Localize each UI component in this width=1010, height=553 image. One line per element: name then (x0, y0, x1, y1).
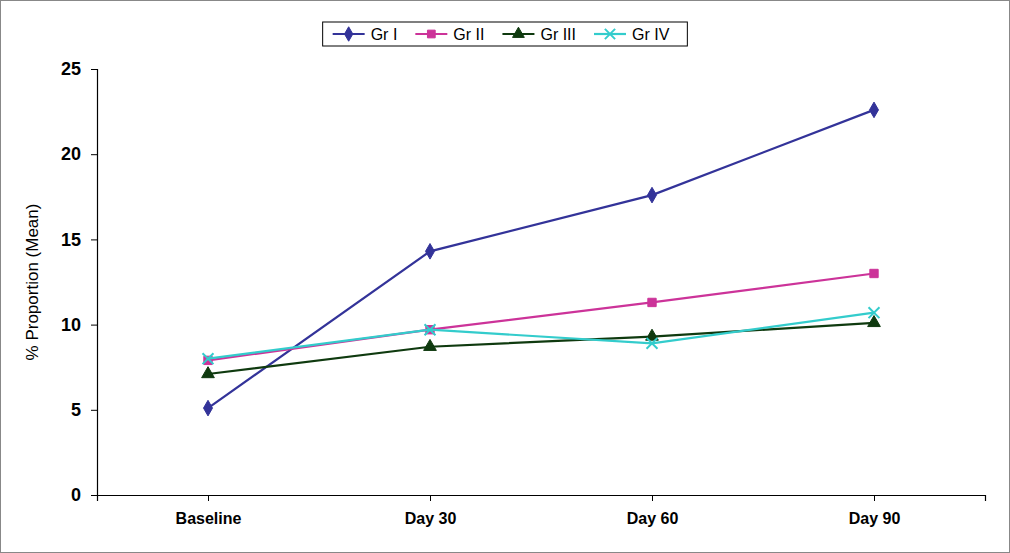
legend-marker (344, 27, 352, 41)
x-tick-label: Day 60 (627, 510, 679, 527)
x-axis-line (98, 496, 986, 502)
y-tick: 10 (61, 315, 97, 335)
legend-label: Gr IV (632, 26, 670, 43)
legend-marker (427, 30, 435, 38)
series-line (208, 313, 874, 359)
series-marker (426, 244, 435, 260)
y-tick-mark (91, 154, 97, 155)
x-tick-mark (430, 495, 431, 501)
legend-label: Gr I (371, 26, 398, 43)
x-axis: Baseline Day 30 Day 60 Day 90 (98, 495, 986, 527)
y-tick: 20 (61, 144, 97, 164)
series-marker (870, 269, 878, 277)
x-tick-mark (652, 495, 653, 501)
y-tick: 0 (71, 485, 97, 505)
frame (1, 1, 1010, 553)
x-tick-mark (208, 495, 209, 501)
series-marker (202, 367, 215, 378)
y-tick-label: 0 (71, 485, 81, 505)
y-tick-label: 20 (61, 144, 81, 164)
x-tick: Day 60 (627, 495, 679, 527)
y-tick-mark (91, 325, 97, 326)
legend-box (323, 22, 688, 46)
legend-label: Gr III (540, 26, 576, 43)
y-tick-label: 5 (71, 400, 81, 420)
legend-label: Gr II (453, 26, 484, 43)
x-tick: Day 30 (405, 495, 457, 527)
x-tick-label: Baseline (176, 510, 242, 527)
series-marker (204, 400, 213, 416)
y-tick-label: 10 (61, 315, 81, 335)
y-tick-label: 15 (61, 230, 81, 250)
y-axis-line (91, 70, 98, 496)
x-tick-mark (874, 495, 875, 501)
legend-marker (513, 27, 525, 37)
x-tick-label: Day 90 (849, 510, 901, 527)
series-marker (647, 338, 658, 349)
x-tick-label: Day 30 (405, 510, 457, 527)
chart: 0 5 10 15 20 25 Baseline Day 30 Day 60 Day 90 % Pr… (0, 0, 1010, 553)
y-tick-label: 25 (61, 59, 81, 79)
plot-area (202, 102, 881, 416)
y-axis-title: % Proportion (Mean) (23, 204, 42, 361)
series-line (208, 323, 874, 374)
series-marker (869, 307, 880, 318)
x-tick: Day 90 (849, 495, 901, 527)
series-marker (648, 187, 657, 203)
series-line (208, 110, 874, 408)
y-axis: 0 5 10 15 20 25 (61, 59, 98, 505)
series-marker (425, 324, 436, 335)
x-tick: Baseline (176, 495, 242, 527)
series-marker (648, 298, 656, 306)
y-tick-mark (91, 410, 97, 411)
series-marker (203, 353, 214, 364)
y-tick-mark (91, 239, 97, 240)
legend: Gr I Gr II Gr III Gr IV (323, 22, 688, 46)
series-marker (870, 102, 879, 118)
series-line (208, 273, 874, 360)
series-marker (424, 339, 437, 350)
y-tick: 25 (61, 59, 97, 79)
y-tick-mark (91, 69, 97, 70)
legend-marker (605, 29, 615, 39)
y-tick: 15 (61, 230, 97, 250)
y-tick-mark (91, 495, 97, 496)
y-tick: 5 (71, 400, 97, 420)
